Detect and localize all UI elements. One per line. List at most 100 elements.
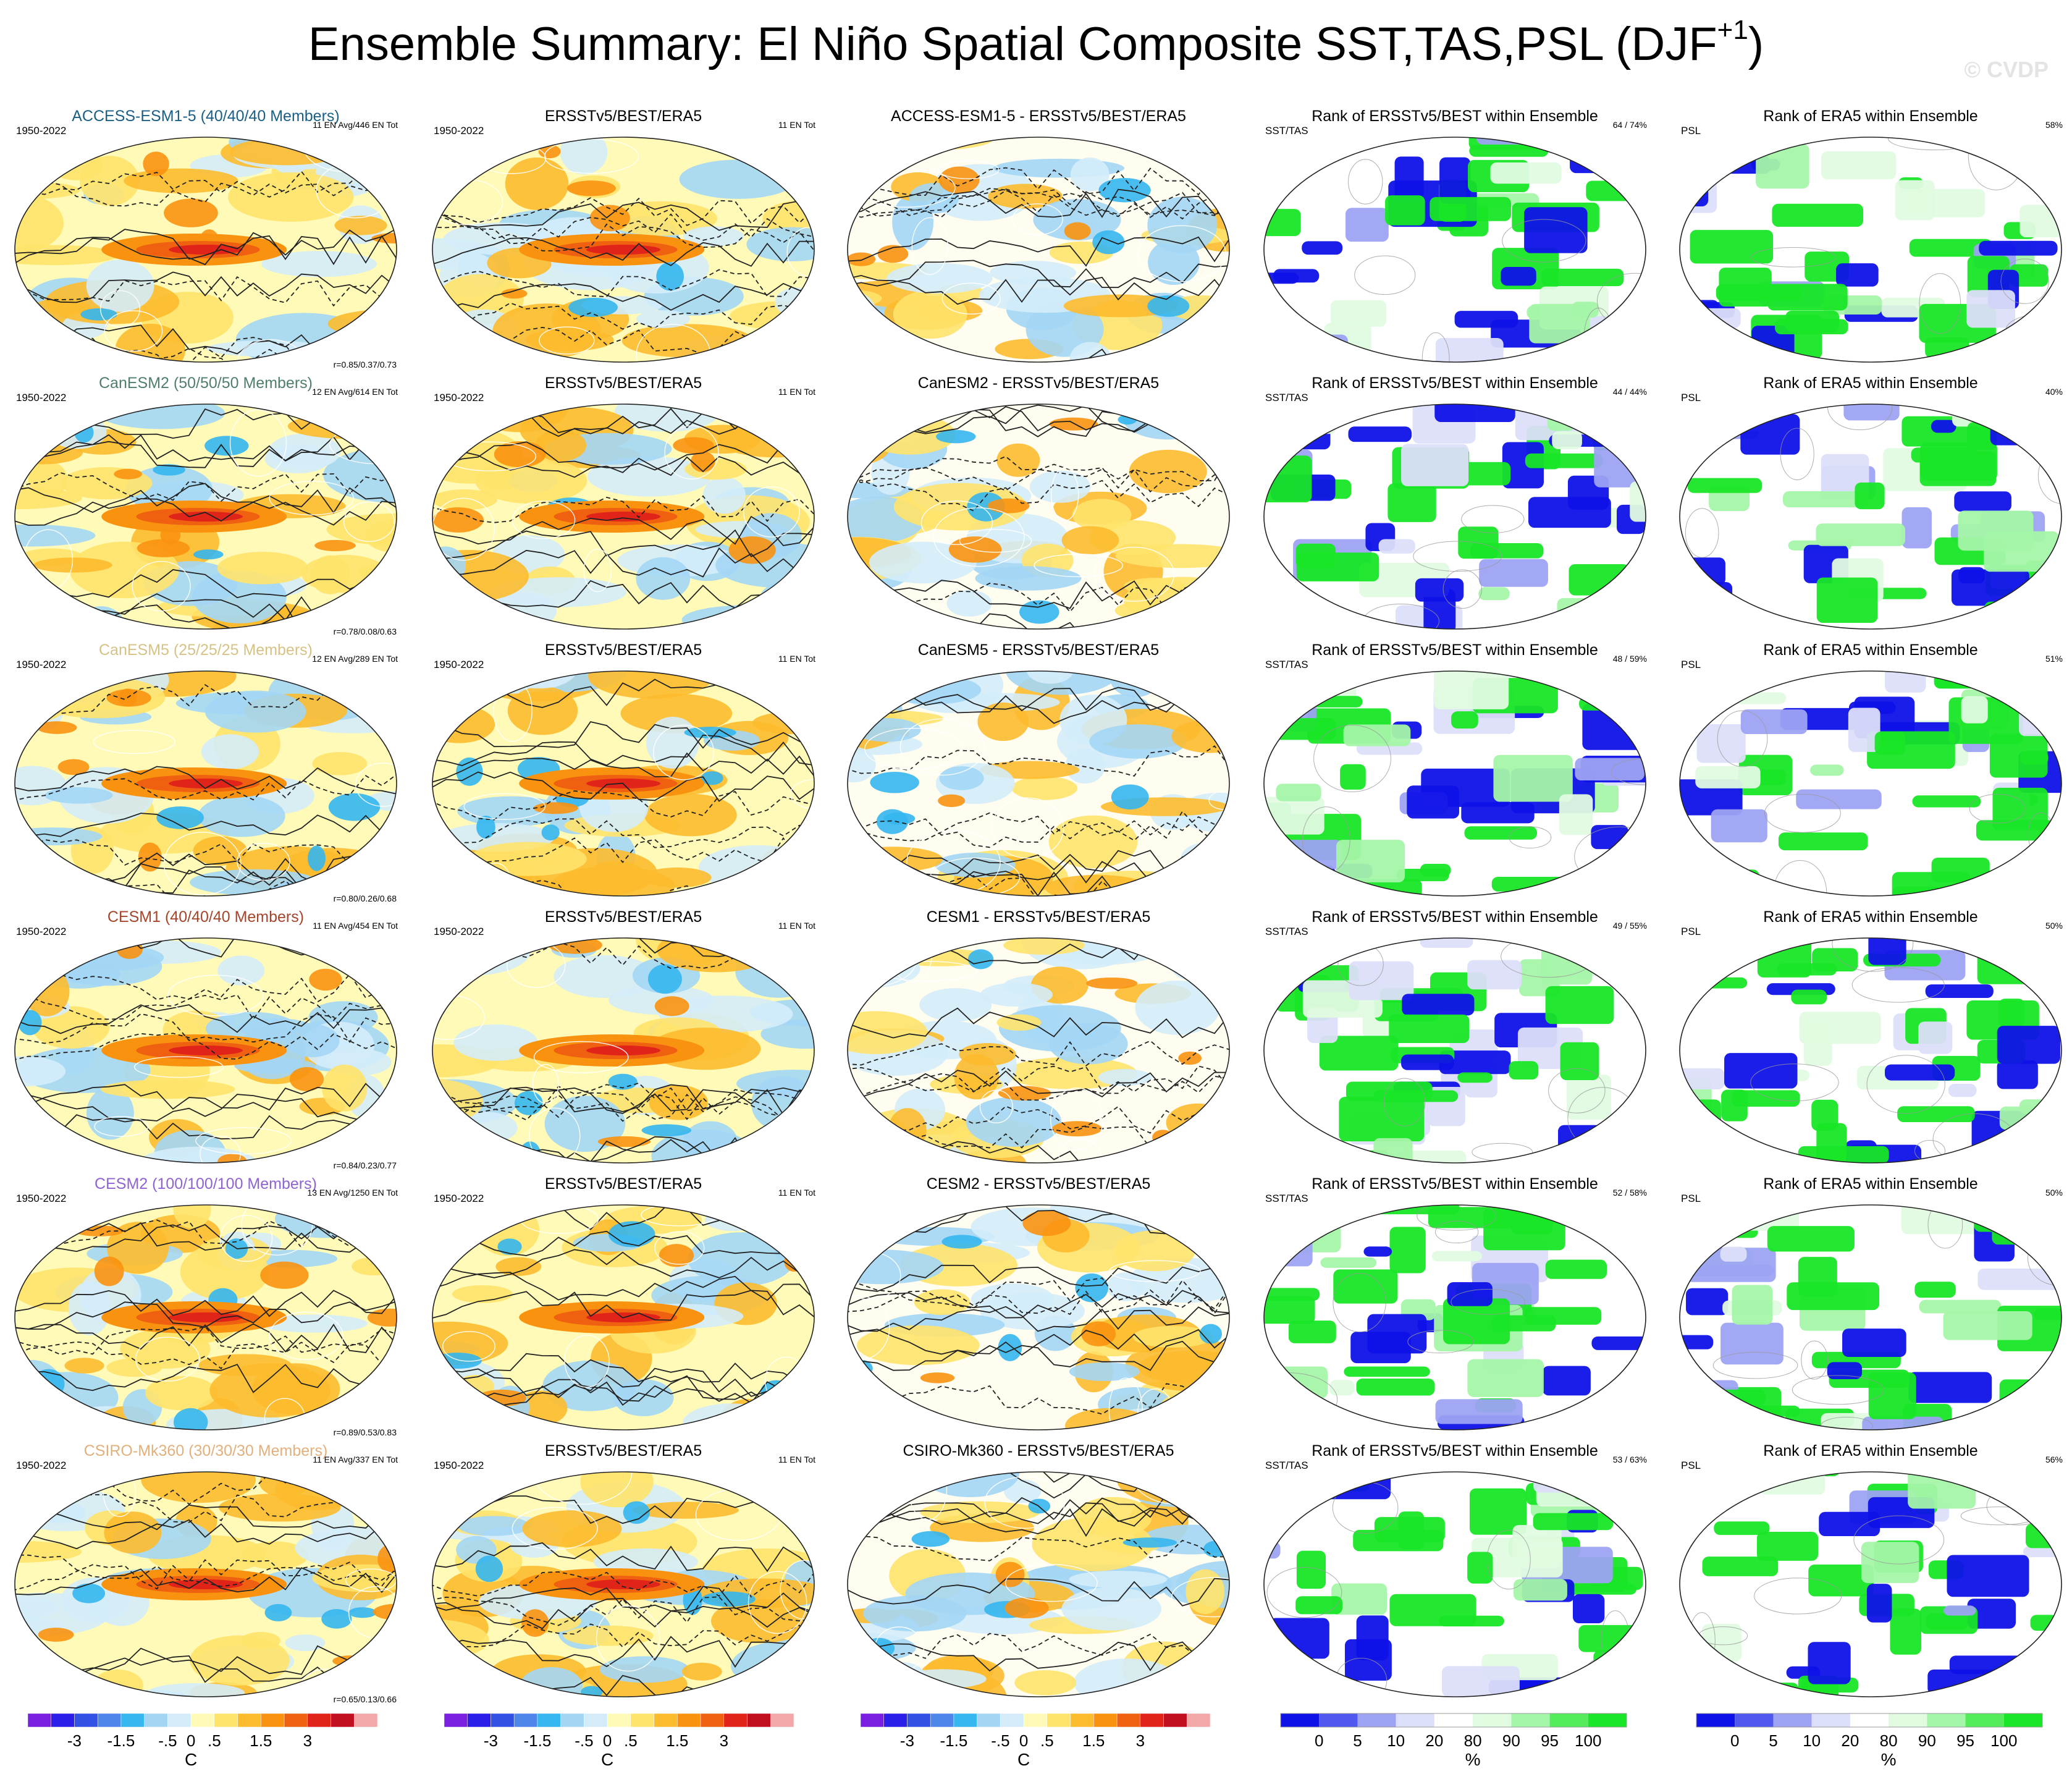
panel-rank_sst: Rank of ERSSTv5/BEST within Ensemble SST/…	[1254, 374, 1656, 640]
colorbar-tick-label: 100	[1575, 1731, 1602, 1750]
globe-map	[14, 670, 397, 897]
panel-right-label: 11 EN Avg/337 EN Tot	[313, 1455, 398, 1464]
colorbar-tick-label: 1.5	[250, 1731, 272, 1750]
globe-map	[1679, 1204, 2062, 1430]
pattern-correlation: r=0.80/0.26/0.68	[333, 894, 397, 903]
colorbar-unit: C	[601, 1750, 614, 1769]
colorbar: 0 5 10 20 80 90 95 100%	[1280, 1713, 1651, 1787]
panel-title: Rank of ERSSTv5/BEST within Ensemble	[1312, 1175, 1598, 1193]
colorbar-tick-label: -3	[67, 1731, 82, 1750]
globe-map	[847, 1204, 1230, 1430]
panel-obs: ERSSTv5/BEST/ERA5 1950-2022 11 EN Tot	[423, 1175, 824, 1441]
colorbar-unit: C	[185, 1750, 198, 1769]
panel-right-label: 12 EN Avg/614 EN Tot	[312, 387, 398, 397]
globe-map	[432, 403, 815, 630]
colorbar-tick-label: 80	[1463, 1731, 1482, 1750]
panel-left-label: 1950-2022	[434, 1193, 484, 1204]
panel-left-label: 1950-2022	[16, 125, 67, 137]
panel-obs: ERSSTv5/BEST/ERA5 1950-2022 11 EN Tot	[423, 641, 824, 907]
colorbar-tick-label: 0	[602, 1731, 612, 1750]
panel-title: ERSSTv5/BEST/ERA5	[544, 374, 702, 392]
colorbar-tick-label: 3	[719, 1731, 729, 1750]
globe-map	[1679, 937, 2062, 1164]
globe-map	[847, 937, 1230, 1164]
pattern-correlation: r=0.89/0.53/0.83	[333, 1427, 397, 1437]
panel-right-label: 58%	[2045, 120, 2063, 130]
colorbar-tick-label: 90	[1502, 1731, 1520, 1750]
colorbar: -3 -1.5 -.5 0 .5 1.5 3 C	[444, 1713, 814, 1787]
colorbar: 0 5 10 20 80 90 95 100%	[1696, 1713, 2066, 1787]
panel-rank_psl: Rank of ERA5 within Ensemble PSL 51%	[1670, 641, 2071, 907]
panel-right-label: 11 EN Tot	[778, 921, 815, 931]
panel-diff: CESM2 - ERSSTv5/BEST/ERA5	[838, 1175, 1239, 1441]
panel-right-label: 11 EN Tot	[778, 387, 815, 397]
globe-map	[1263, 937, 1646, 1164]
panel-right-label: 50%	[2045, 921, 2063, 931]
colorbar-tick-label: -3	[483, 1731, 499, 1750]
panel-left-label: SST/TAS	[1265, 1193, 1308, 1204]
panel-diff: CESM1 - ERSSTv5/BEST/ERA5	[838, 908, 1239, 1174]
panel-obs: ERSSTv5/BEST/ERA5 1950-2022 11 EN Tot	[423, 908, 824, 1174]
panel-left-label: SST/TAS	[1265, 125, 1308, 137]
panel-right-label: 11 EN Tot	[778, 120, 815, 130]
panel-left-label: SST/TAS	[1265, 1460, 1308, 1471]
panel-right-label: 56%	[2045, 1455, 2063, 1464]
panel-title: ERSSTv5/BEST/ERA5	[544, 108, 702, 125]
colorbar-tick-label: 0	[186, 1731, 196, 1750]
pattern-correlation: r=0.65/0.13/0.66	[333, 1694, 397, 1704]
panel-rank_psl: Rank of ERA5 within Ensemble PSL 50%	[1670, 1175, 2071, 1441]
globe-map	[432, 137, 815, 363]
panel-right-label: 40%	[2045, 387, 2063, 397]
colorbar-tick-label: -3	[899, 1731, 915, 1750]
colorbar-tick-label: 20	[1841, 1731, 1859, 1750]
panel-obs: ERSSTv5/BEST/ERA5 1950-2022 11 EN Tot	[423, 374, 824, 640]
panel-left-label: 1950-2022	[16, 659, 67, 670]
panel-left-label: SST/TAS	[1265, 392, 1308, 403]
colorbar-tick-label: 95	[1541, 1731, 1559, 1750]
panel-right-label: 13 EN Avg/1250 EN Tot	[307, 1188, 398, 1198]
panel-rank_psl: Rank of ERA5 within Ensemble PSL 50%	[1670, 908, 2071, 1174]
panel-diff: ACCESS-ESM1-5 - ERSSTv5/BEST/ERA5	[838, 108, 1239, 373]
colorbar-tick-label: 10	[1803, 1731, 1821, 1750]
panel-title: CanESM2 (50/50/50 Members)	[99, 374, 313, 392]
panel-left-label: SST/TAS	[1265, 926, 1308, 937]
panel-model: ACCESS-ESM1-5 (40/40/40 Members) 1950-202…	[5, 108, 406, 373]
panel-title: ACCESS-ESM1-5 - ERSSTv5/BEST/ERA5	[891, 108, 1186, 125]
panel-title: CSIRO-Mk360 - ERSSTv5/BEST/ERA5	[903, 1442, 1174, 1460]
panel-right-label: 49 / 55%	[1612, 921, 1647, 931]
panel-right-label: 52 / 58%	[1612, 1188, 1647, 1198]
cvdp-watermark: © CVDP	[1964, 57, 2049, 82]
panel-right-label: 51%	[2045, 654, 2063, 664]
panel-rank_sst: Rank of ERSSTv5/BEST within Ensemble SST/…	[1254, 641, 1656, 907]
globe-map	[432, 670, 815, 897]
panel-title: CanESM5 - ERSSTv5/BEST/ERA5	[917, 641, 1160, 659]
colorbar-tick-label: 20	[1425, 1731, 1444, 1750]
colorbar-unit: %	[1465, 1750, 1481, 1769]
panel-title: Rank of ERA5 within Ensemble	[1763, 374, 1978, 392]
panel-title: Rank of ERSSTv5/BEST within Ensemble	[1312, 1442, 1598, 1460]
panel-left-label: PSL	[1681, 125, 1701, 137]
panel-right-label: 44 / 44%	[1612, 387, 1647, 397]
panel-right-label: 53 / 63%	[1612, 1455, 1647, 1464]
page-title: Ensemble Summary: El Niño Spatial Compos…	[308, 14, 1764, 70]
globe-map	[1679, 137, 2062, 363]
panel-diff: CanESM2 - ERSSTv5/BEST/ERA5	[838, 374, 1239, 640]
panel-left-label: 1950-2022	[434, 659, 484, 670]
colorbar-tick-label: -.5	[991, 1731, 1010, 1750]
panel-title: Rank of ERA5 within Ensemble	[1763, 641, 1978, 659]
panel-right-label: 11 EN Avg/454 EN Tot	[313, 921, 398, 931]
globe-map	[1679, 670, 2062, 897]
panel-right-label: 50%	[2045, 1188, 2063, 1198]
panel-title: ACCESS-ESM1-5 (40/40/40 Members)	[72, 108, 340, 125]
panel-title: ERSSTv5/BEST/ERA5	[544, 1175, 702, 1193]
panel-title: CESM1 - ERSSTv5/BEST/ERA5	[926, 908, 1151, 926]
globe-map	[1263, 1204, 1646, 1430]
panel-left-label: PSL	[1681, 659, 1701, 670]
globe-map	[847, 670, 1230, 897]
pattern-correlation: r=0.84/0.23/0.77	[333, 1160, 397, 1170]
panel-title: Rank of ERA5 within Ensemble	[1763, 908, 1978, 926]
pattern-correlation: r=0.85/0.37/0.73	[333, 360, 397, 370]
panel-rank_psl: Rank of ERA5 within Ensemble PSL 40%	[1670, 374, 2071, 640]
panel-diff: CSIRO-Mk360 - ERSSTv5/BEST/ERA5	[838, 1442, 1239, 1708]
panel-title: Rank of ERA5 within Ensemble	[1763, 1442, 1978, 1460]
